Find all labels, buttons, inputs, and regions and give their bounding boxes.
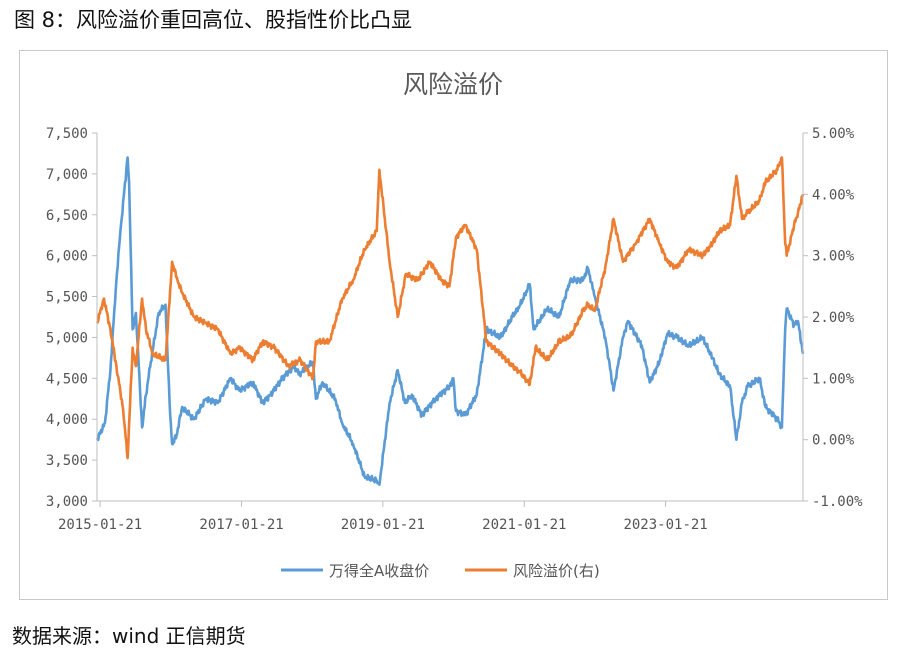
chart-title: 风险溢价 [403,70,503,99]
x-tick-label: 2017-01-21 [199,517,283,533]
y-left-tick-label: 7,500 [46,126,88,142]
y-left-tick-label: 6,500 [46,208,88,224]
y-left-tick-label: 5,000 [46,330,88,346]
x-tick-label: 2023-01-21 [623,517,707,533]
y-right-tick-label: 3.00% [812,249,855,265]
legend-label-1: 万得全A收盘价 [329,562,429,580]
figure-title: 图 8：风险溢价重回高位、股指性价比凸显 [14,8,413,32]
y-right-axis: -1.00% 0.00% 1.00% 2.00% 3.00% 4.00% 5.00% [803,126,863,510]
y-left-axis: 3,000 3,500 4,000 4,500 5,000 5,500 6,000 6,500… [46,126,97,510]
y-left-tick-label: 5,500 [46,290,88,306]
y-right-tick-label: 5.00% [812,126,855,142]
x-tick-label: 2015-01-21 [58,517,142,533]
y-left-tick-label: 4,000 [46,412,88,428]
x-tick-label: 2021-01-21 [482,517,566,533]
y-right-tick-label: 1.00% [812,371,855,387]
y-left-tick-label: 3,000 [46,494,88,510]
legend: 万得全A收盘价 风险溢价(右) [281,562,600,580]
y-right-tick-label: 2.00% [812,310,855,326]
y-right-tick-label: -1.00% [812,494,863,510]
y-right-tick-label: 0.00% [812,433,855,449]
series-line-1 [95,156,805,486]
legend-label-2: 风险溢价(右) [513,562,600,580]
x-tick-label: 2019-01-21 [341,517,425,533]
chart-container [19,50,888,600]
y-left-tick-label: 6,000 [46,249,88,265]
y-left-tick-label: 4,500 [46,371,88,387]
x-axis: 2015-01-21 2017-01-21 2019-01-21 2021-01-21… [58,501,708,533]
y-left-tick-label: 3,500 [46,453,88,469]
series-layer [95,156,805,486]
source-note: 数据来源：wind 正信期货 [12,624,246,648]
series-line-2 [95,156,805,460]
y-left-tick-label: 7,000 [46,167,88,183]
y-right-tick-label: 4.00% [812,187,855,203]
